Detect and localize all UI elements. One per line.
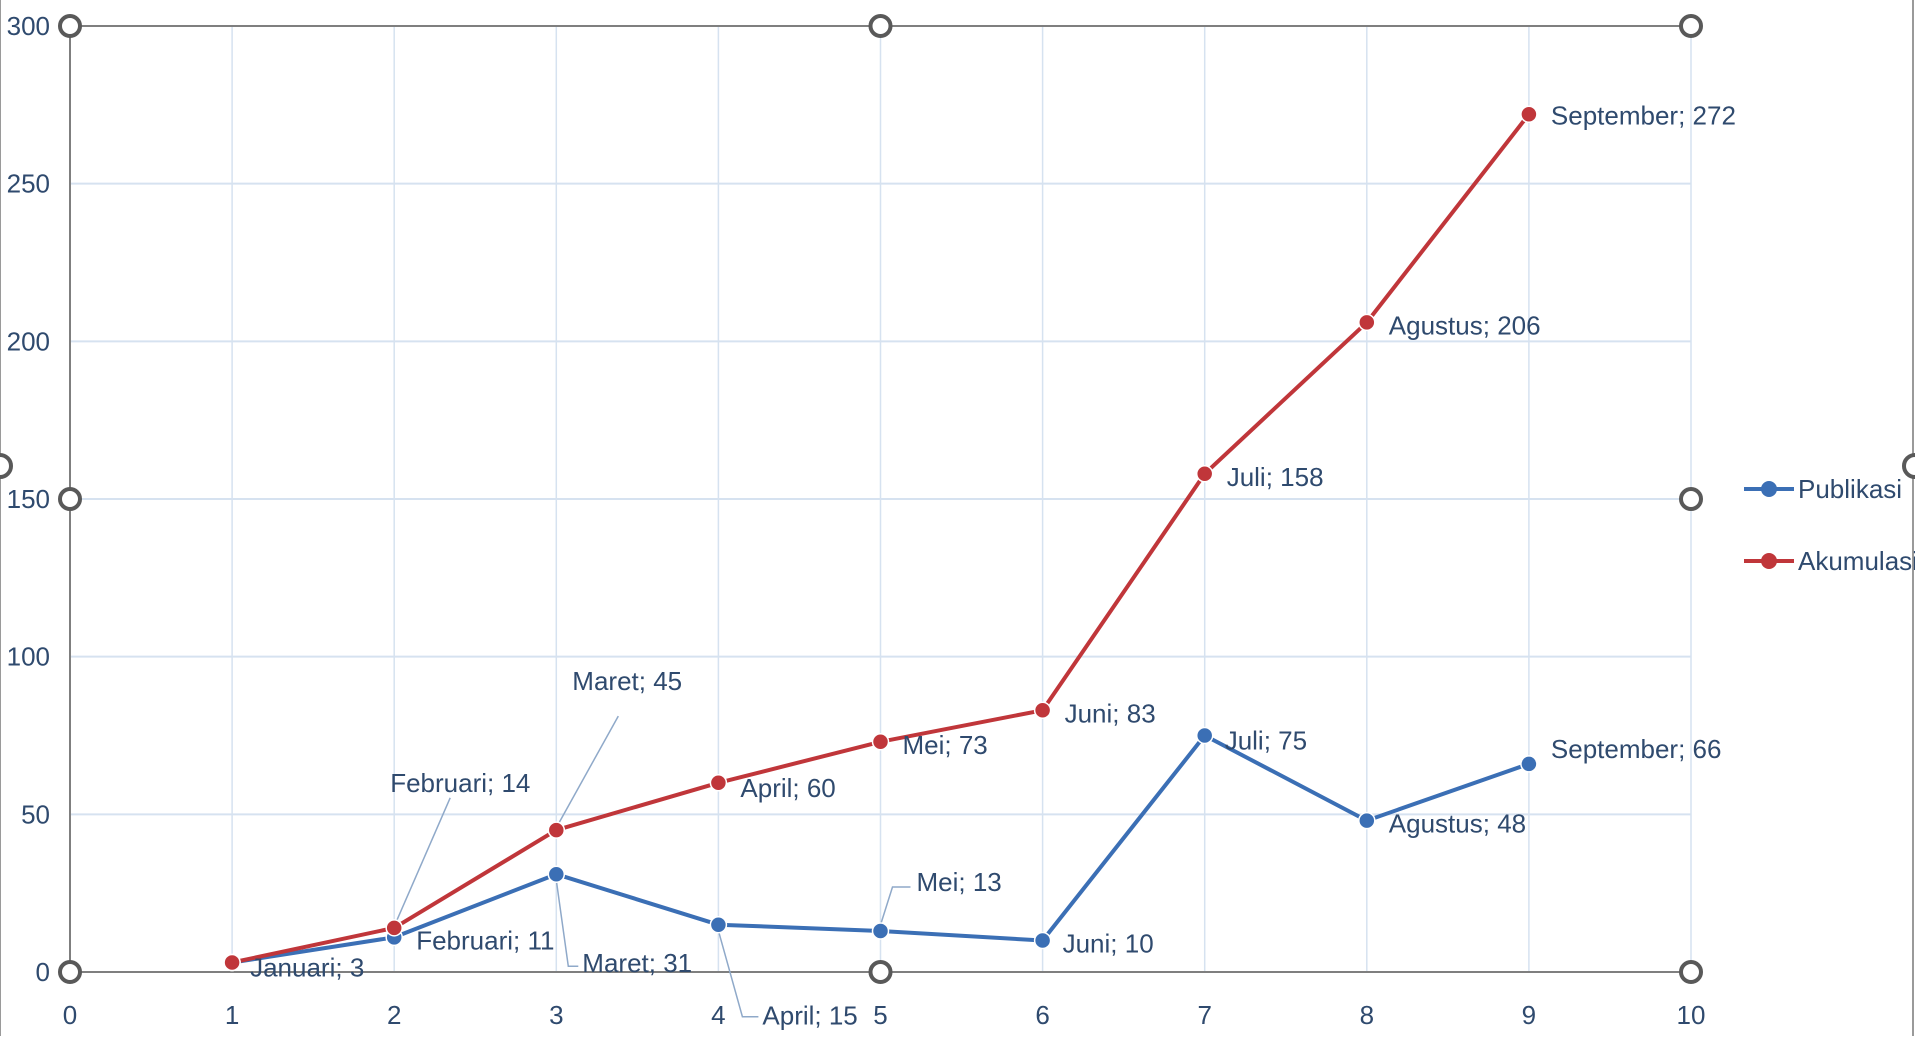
x-tick-label: 10 [1677, 1000, 1706, 1030]
data-label-akumulasi: Juni; 83 [1065, 698, 1156, 728]
data-point-akumulasi [385, 919, 403, 937]
data-point-publikasi [1195, 726, 1214, 745]
data-labels: Januari; 3 Februari; 11 Maret; 31 April; 15… [250, 100, 1736, 1030]
resize-handle[interactable] [58, 960, 82, 984]
x-tick-label: 2 [387, 1000, 401, 1030]
resize-handle[interactable] [58, 487, 82, 511]
data-point-akumulasi [1520, 105, 1538, 124]
label-leader-line [717, 930, 759, 1018]
data-label-akumulasi: Maret; 45 [572, 666, 682, 696]
y-tick-label: 100 [7, 642, 50, 672]
data-point-publikasi [709, 915, 728, 934]
data-label-akumulasi: September; 272 [1551, 100, 1736, 130]
y-tick-label: 300 [7, 11, 50, 41]
data-label-publikasi: April; 15 [762, 1001, 857, 1031]
leader-lines [395, 715, 911, 1018]
frame-handle-left[interactable] [0, 453, 13, 479]
data-label-publikasi: Juni; 10 [1063, 928, 1154, 958]
data-point-publikasi [1033, 931, 1052, 950]
y-tick-label: 150 [7, 484, 50, 514]
x-tick-label: 8 [1360, 1000, 1374, 1030]
resize-handle[interactable] [868, 960, 893, 984]
x-tick-label: 5 [873, 1000, 887, 1030]
data-label-akumulasi: Juli; 158 [1227, 462, 1324, 492]
data-label-akumulasi: Februari; 14 [390, 768, 530, 798]
selection-handles[interactable] [0, 14, 1915, 984]
x-tick-label: 1 [225, 1000, 239, 1030]
legend-marker-akumulasi [1761, 553, 1777, 569]
x-tick-label: 9 [1522, 1000, 1536, 1030]
data-point-publikasi [1358, 811, 1376, 830]
data-label-publikasi: Agustus; 48 [1389, 809, 1526, 839]
resize-handle[interactable] [1679, 487, 1703, 511]
label-leader-line [555, 880, 579, 967]
frame-handle-right[interactable] [1902, 453, 1915, 479]
data-point-akumulasi [709, 774, 728, 792]
x-tick-label: 4 [711, 1000, 725, 1030]
label-leader-line [879, 886, 911, 926]
data-label-akumulasi: Mei; 73 [903, 730, 988, 760]
legend-marker-publikasi [1761, 481, 1777, 497]
data-label-publikasi: Mei; 13 [917, 867, 1002, 897]
label-leader-line [557, 715, 619, 825]
data-point-akumulasi [1195, 465, 1214, 483]
data-point-akumulasi [547, 821, 566, 839]
data-label-publikasi: Januari; 3 [250, 953, 364, 983]
legend-label-publikasi: Publikasi [1798, 474, 1902, 504]
data-point-publikasi [871, 922, 890, 940]
data-label-publikasi: Maret; 31 [582, 948, 692, 978]
x-tick-label: 6 [1035, 1000, 1049, 1030]
data-label-publikasi: Februari; 11 [416, 925, 554, 955]
legend: Publikasi Akumulasi [1744, 474, 1915, 576]
x-tick-label: 7 [1197, 1000, 1211, 1030]
data-point-akumulasi [1358, 313, 1376, 332]
data-point-akumulasi [223, 953, 241, 972]
resize-handle[interactable] [1679, 960, 1703, 984]
data-label-akumulasi: Agustus; 206 [1389, 310, 1541, 340]
data-label-akumulasi: April; 60 [740, 773, 835, 803]
data-point-akumulasi [871, 733, 890, 751]
data-label-publikasi: Juli; 75 [1225, 726, 1307, 756]
y-tick-label: 0 [36, 957, 50, 987]
x-tick-label: 3 [549, 1000, 563, 1030]
data-point-akumulasi [1033, 701, 1052, 720]
y-tick-label: 250 [7, 169, 50, 199]
y-tick-label: 200 [7, 326, 50, 356]
data-point-publikasi [547, 865, 566, 883]
data-point-publikasi [1520, 755, 1538, 773]
data-label-publikasi: September; 66 [1551, 734, 1722, 764]
x-tick-label: 0 [63, 1000, 77, 1030]
resize-handle[interactable] [868, 14, 893, 38]
legend-label-akumulasi: Akumulasi [1798, 546, 1915, 576]
series-lines [223, 105, 1538, 972]
resize-handle[interactable] [58, 14, 82, 38]
label-leader-line [395, 797, 451, 923]
resize-handle[interactable] [1679, 14, 1703, 38]
y-tick-label: 50 [21, 799, 50, 829]
